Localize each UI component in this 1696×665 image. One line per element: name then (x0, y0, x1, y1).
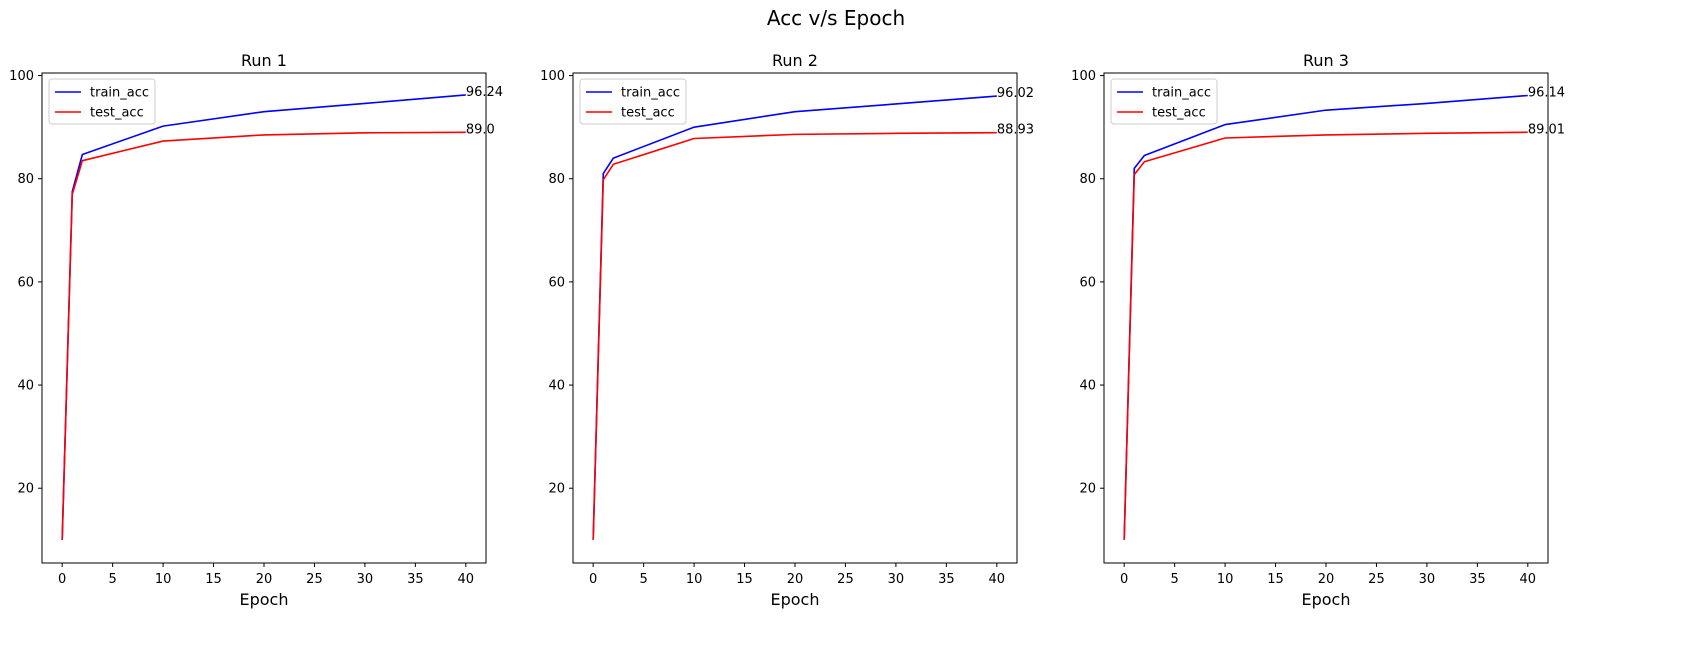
x-tick-label: 35 (407, 572, 424, 587)
end-value-label: 88.93 (997, 123, 1034, 138)
x-tick-label: 15 (736, 572, 753, 587)
y-tick-label: 40 (17, 379, 34, 394)
x-tick-label: 40 (989, 572, 1006, 587)
x-tick-label: 5 (108, 572, 116, 587)
x-tick-label: 10 (155, 572, 172, 587)
x-tick-label: 25 (1368, 572, 1385, 587)
y-tick-label: 60 (17, 275, 34, 290)
y-tick-label: 20 (17, 482, 34, 497)
series-line-test-acc (1123, 131, 1528, 540)
axes-frame (1103, 72, 1549, 564)
legend: train_acc test_acc (579, 78, 687, 125)
figure-title: Acc v/s Epoch (767, 6, 905, 30)
x-tick-label: 40 (1520, 572, 1537, 587)
panel-title: Run 1 (241, 51, 287, 70)
x-axis-title: Epoch (240, 590, 289, 609)
chart-panel-2: Run 2 96.02 88.93 0 5 10 15 20 25 30 35 40 20 40 60 80 1… (540, 51, 1034, 609)
end-value-label: 96.24 (466, 85, 503, 100)
x-tick-label: 20 (256, 572, 273, 587)
series-line-train-acc (592, 95, 997, 540)
chart-panel-3: Run 3 96.14 89.01 0 5 10 15 20 25 30 35 40 20 40 60 80 1… (1071, 51, 1565, 609)
y-tick-label: 20 (1079, 482, 1096, 497)
x-tick-label: 35 (1469, 572, 1486, 587)
x-tick-label: 35 (938, 572, 955, 587)
legend-label: test_acc (621, 106, 675, 121)
y-tick-label: 100 (9, 69, 34, 84)
x-tick-label: 0 (58, 572, 66, 587)
x-tick-label: 10 (686, 572, 703, 587)
x-tick-label: 20 (1318, 572, 1335, 587)
axes-frame (572, 72, 1018, 564)
panel-title: Run 3 (1303, 51, 1349, 70)
y-tick-label: 80 (548, 172, 565, 187)
y-tick-label: 100 (1071, 69, 1096, 84)
x-tick-label: 30 (888, 572, 905, 587)
x-tick-label: 5 (639, 572, 647, 587)
x-tick-label: 20 (787, 572, 804, 587)
end-value-label: 96.02 (997, 86, 1034, 101)
x-tick-label: 25 (306, 572, 323, 587)
y-tick-label: 40 (1079, 379, 1096, 394)
y-tick-label: 20 (548, 482, 565, 497)
panel-title: Run 2 (772, 51, 818, 70)
x-tick-label: 15 (1267, 572, 1284, 587)
legend: train_acc test_acc (48, 78, 156, 125)
x-tick-label: 25 (837, 572, 854, 587)
x-tick-label: 30 (357, 572, 374, 587)
end-value-label: 89.0 (466, 122, 495, 137)
y-tick-label: 80 (17, 172, 34, 187)
x-axis-title: Epoch (771, 590, 820, 609)
x-axis-title: Epoch (1302, 590, 1351, 609)
series-line-train-acc (1123, 94, 1528, 540)
y-tick-label: 60 (1079, 275, 1096, 290)
x-tick-label: 30 (1419, 572, 1436, 587)
legend-label: test_acc (1152, 106, 1206, 121)
legend-label: train_acc (90, 86, 149, 101)
x-tick-label: 40 (458, 572, 475, 587)
axes-frame (41, 72, 487, 564)
x-tick-label: 0 (1120, 572, 1128, 587)
x-tick-label: 5 (1170, 572, 1178, 587)
y-tick-label: 100 (540, 69, 565, 84)
x-tick-label: 15 (205, 572, 222, 587)
chart-panel-1: Run 1 96.24 89.0 0 5 10 15 20 25 30 35 40 20 40 60 80 10… (9, 51, 503, 609)
x-tick-label: 0 (589, 572, 597, 587)
x-tick-label: 10 (1217, 572, 1234, 587)
y-tick-label: 60 (548, 275, 565, 290)
end-value-label: 89.01 (1528, 122, 1565, 137)
end-value-label: 96.14 (1528, 85, 1565, 100)
series-line-train-acc (61, 94, 466, 540)
series-line-test-acc (592, 131, 997, 540)
legend-label: train_acc (621, 86, 680, 101)
series-line-test-acc (61, 131, 466, 540)
y-tick-label: 80 (1079, 172, 1096, 187)
legend: train_acc test_acc (1110, 78, 1218, 125)
legend-label: test_acc (90, 106, 144, 121)
legend-label: train_acc (1152, 86, 1211, 101)
y-tick-label: 40 (548, 379, 565, 394)
